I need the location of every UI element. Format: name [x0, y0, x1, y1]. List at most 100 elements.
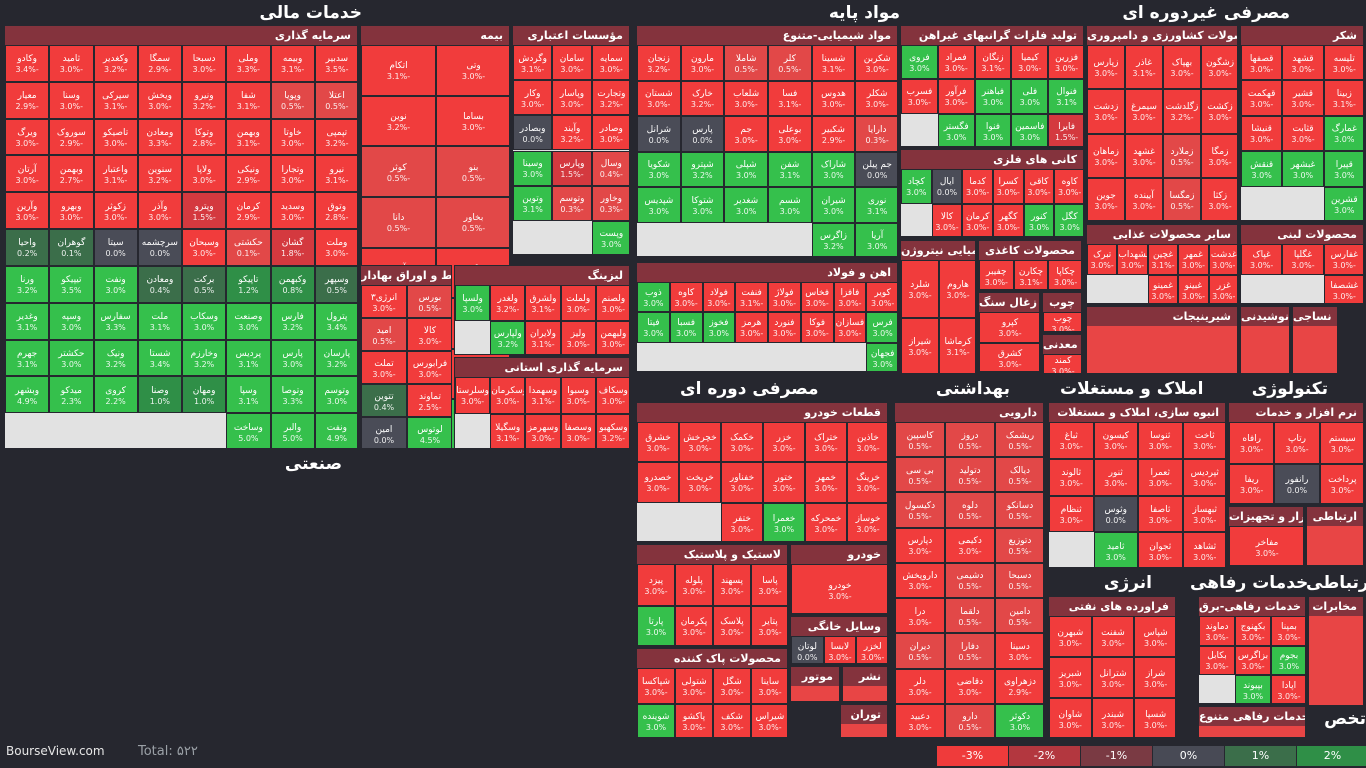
- stock-cell[interactable]: ولصنم 3.0%-: [595, 285, 629, 321]
- stock-cell[interactable]: شپاس 3.0%-: [1134, 616, 1175, 657]
- stock-cell[interactable]: سنوین 3.2%-: [137, 155, 182, 193]
- industry-block[interactable]: نشر: [842, 666, 888, 702]
- stock-cell[interactable]: رانفور 0.0%: [1274, 463, 1320, 503]
- stock-cell[interactable]: غپاک 3.0%-: [1241, 244, 1283, 275]
- stock-cell[interactable]: کیسون 3.0%-: [1093, 422, 1138, 459]
- stock-cell[interactable]: ولبهمن 3.0%-: [595, 320, 629, 354]
- stock-cell[interactable]: دتولید 0.5%-: [945, 457, 995, 493]
- stock-cell[interactable]: خکمک 3.0%-: [721, 422, 763, 463]
- stock-cell[interactable]: آریا 3.0%: [855, 222, 897, 256]
- stock-cell[interactable]: جوین 3.0%-: [1087, 177, 1125, 220]
- stock-cell[interactable]: دسانکو 0.5%-: [995, 492, 1043, 528]
- stock-cell[interactable]: غمینو 3.0%-: [1147, 274, 1179, 303]
- stock-cell[interactable]: کشرق 3.0%-: [979, 342, 1039, 371]
- stock-cell[interactable]: غمارگ 3.0%: [1323, 115, 1363, 152]
- stock-cell[interactable]: ثپردیس 3.0%-: [1182, 458, 1225, 496]
- stock-cell[interactable]: دقاضی 3.0%-: [945, 668, 995, 704]
- stock-cell[interactable]: وبهمن 2.7%-: [49, 155, 94, 193]
- stock-cell[interactable]: فوکا 3.0%-: [800, 312, 834, 343]
- stock-cell[interactable]: دلوه 0.5%-: [945, 492, 995, 528]
- stock-cell[interactable]: فولاژ 3.0%-: [768, 282, 801, 313]
- stock-cell[interactable]: وساخت 5.0%: [226, 413, 271, 448]
- stock-cell[interactable]: زبینا 3.1%-: [1323, 80, 1363, 116]
- industry-block[interactable]: محصولات کاغذی چکاپا 3.0%- چکارن 3.1%- چفیبر 3.…: [978, 240, 1082, 290]
- industry-block[interactable]: کانی های فلزی کاوه 3.0%- کاقی 3.0%- کسرا 3.0%-…: [900, 149, 1084, 237]
- stock-cell[interactable]: ثعمرا 3.0%-: [1138, 458, 1183, 496]
- stock-cell[interactable]: سامان 3.0%-: [552, 45, 592, 81]
- stock-cell[interactable]: بهپاک 3.0%-: [1163, 45, 1201, 90]
- stock-cell[interactable]: پتایر 3.0%-: [751, 605, 787, 645]
- stock-cell[interactable]: دانا 0.5%-: [361, 196, 436, 248]
- stock-cell[interactable]: اعتلا 0.5%-: [314, 81, 357, 119]
- stock-cell[interactable]: شوینده 3.0%: [637, 703, 675, 737]
- stock-cell[interactable]: وسنا 3.0%-: [49, 81, 94, 119]
- stock-cell[interactable]: شلعاب 3.0%-: [724, 80, 768, 116]
- stock-cell[interactable]: تبرک 3.0%-: [1087, 244, 1118, 275]
- stock-cell[interactable]: غبشهر 3.0%: [1282, 151, 1324, 187]
- industry-header[interactable]: انبوه سازی، املاک و مستغلات: [1049, 403, 1225, 422]
- industry-header[interactable]: قطعات خودرو: [637, 403, 887, 422]
- stock-cell[interactable]: ولیز 3.0%-: [560, 320, 596, 354]
- stock-cell[interactable]: ومهان 1.0%: [182, 376, 227, 414]
- stock-cell[interactable]: کپرو 3.0%-: [979, 312, 1039, 343]
- stock-cell[interactable]: وپارس 1.5%-: [552, 150, 592, 186]
- stock-cell[interactable]: مارون 3.0%-: [680, 45, 725, 81]
- stock-cell[interactable]: وپترو 1.5%-: [182, 192, 227, 230]
- stock-cell[interactable]: خمحرکه 3.0%-: [805, 502, 847, 541]
- stock-cell[interactable]: غشصفا 3.0%-: [1323, 274, 1363, 303]
- industry-header[interactable]: لاستیک و پلاستیک: [637, 545, 787, 564]
- stock-cell[interactable]: غچین 3.1%-: [1147, 244, 1179, 275]
- stock-cell[interactable]: بمپنا 3.0%-: [1271, 616, 1305, 646]
- stock-cell[interactable]: سمایه 3.0%-: [591, 45, 629, 81]
- stock-cell[interactable]: وسکرمان 3.0%-: [490, 377, 526, 414]
- stock-cell[interactable]: سیستم 3.0%-: [1319, 422, 1363, 464]
- stock-cell[interactable]: وغدیر 3.1%: [5, 302, 50, 340]
- stock-cell[interactable]: چکارن 3.1%-: [1013, 260, 1049, 289]
- stock-cell[interactable]: ختراک 3.0%-: [805, 422, 847, 463]
- stock-cell[interactable]: چکاپا 3.0%-: [1048, 260, 1081, 289]
- industry-block[interactable]: مخابرات: [1308, 596, 1364, 706]
- stock-cell[interactable]: سمگا 2.9%-: [137, 45, 182, 82]
- stock-cell[interactable]: وثوس 0.0%: [1093, 495, 1138, 533]
- stock-cell[interactable]: ثنور 3.0%-: [1093, 458, 1138, 496]
- stock-cell[interactable]: دسینا 3.0%-: [995, 633, 1043, 669]
- stock-cell[interactable]: زپارس 3.0%-: [1087, 45, 1125, 90]
- stock-cell[interactable]: خاوتا 3.0%-: [270, 118, 315, 156]
- industry-block[interactable]: معدنی کمند 3.0%-: [1042, 334, 1082, 374]
- stock-cell[interactable]: وپاسار 3.0%-: [552, 80, 592, 116]
- stock-cell[interactable]: وسال 0.4%-: [591, 150, 629, 186]
- stock-cell[interactable]: قصفها 3.0%-: [1241, 45, 1283, 81]
- stock-cell[interactable]: وکار 3.0%-: [513, 80, 553, 116]
- industry-header[interactable]: زغال سنگ: [979, 293, 1039, 312]
- industry-header[interactable]: فراورده های نفتی: [1049, 597, 1175, 616]
- industry-header[interactable]: وسایل خانگی: [791, 617, 887, 636]
- industry-block[interactable]: خودرو خودرو 3.0%-: [790, 544, 888, 614]
- stock-cell[interactable]: دشیمی 0.5%-: [945, 562, 995, 599]
- stock-cell[interactable]: لخزر 3.0%-: [856, 636, 887, 663]
- site-brand[interactable]: BourseView.com: [6, 744, 105, 758]
- stock-cell[interactable]: فایرا 1.5%-: [1048, 113, 1083, 146]
- stock-cell[interactable]: پاسا 3.0%-: [751, 564, 787, 606]
- stock-cell[interactable]: کالا 3.0%-: [407, 318, 451, 351]
- stock-cell[interactable]: خچرخش 3.0%-: [679, 422, 721, 463]
- stock-cell[interactable]: ملت 3.1%: [137, 302, 182, 340]
- stock-cell[interactable]: کوثر 0.5%-: [361, 146, 436, 197]
- stock-cell[interactable]: شیران 3.0%: [811, 187, 856, 223]
- stock-cell[interactable]: تملت 3.0%-: [361, 351, 407, 384]
- stock-cell[interactable]: شپترو 3.2%: [680, 151, 725, 187]
- stock-cell[interactable]: شسینا 3.1%-: [811, 45, 856, 81]
- industry-header[interactable]: دارویی: [895, 403, 1043, 422]
- stock-cell[interactable]: فجهان 3.0%: [866, 342, 897, 371]
- stock-cell[interactable]: تتوین 0.4%: [361, 384, 407, 417]
- industry-block[interactable]: انبوه سازی، املاک و مستغلات ثاخت 3.0%- ثنوس…: [1048, 402, 1226, 568]
- stock-cell[interactable]: شیراس 3.0%-: [751, 703, 787, 737]
- stock-cell[interactable]: فسا 3.1%-: [768, 80, 812, 116]
- stock-cell[interactable]: غدشت 3.0%-: [1208, 244, 1237, 275]
- stock-cell[interactable]: امین 0.0%: [361, 417, 407, 448]
- stock-cell[interactable]: دیران 0.5%-: [895, 633, 945, 669]
- stock-cell[interactable]: فزرین 3.0%-: [1048, 45, 1083, 80]
- stock-cell[interactable]: وسهرمز 3.0%-: [525, 413, 561, 448]
- industry-header[interactable]: اهن و فولاد: [637, 263, 897, 282]
- stock-cell[interactable]: کاقی 3.0%-: [1023, 169, 1055, 204]
- stock-cell[interactable]: دپارس 3.0%-: [895, 527, 945, 563]
